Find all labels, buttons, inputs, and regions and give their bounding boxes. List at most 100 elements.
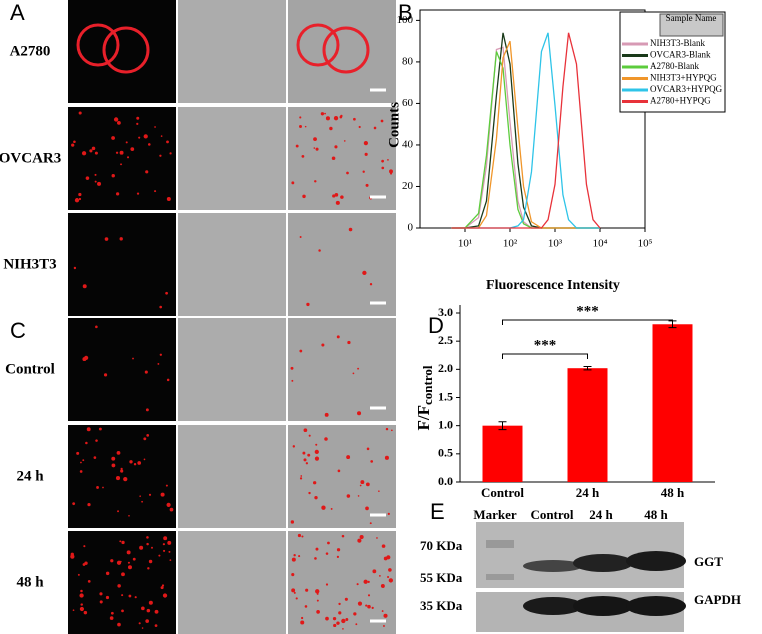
band <box>626 551 686 571</box>
band <box>573 596 633 616</box>
merged-image <box>288 213 396 316</box>
red-dot <box>109 616 114 620</box>
red-dot <box>329 126 333 131</box>
red-dot <box>387 512 390 515</box>
red-dot <box>331 156 336 161</box>
red-dot <box>383 613 388 618</box>
row-label: NIH3T3 <box>3 256 56 272</box>
red-dot <box>127 561 130 564</box>
red-dot <box>120 467 123 470</box>
red-dot <box>84 561 88 565</box>
red-dot <box>139 545 144 550</box>
red-dot <box>94 151 98 155</box>
red-dot <box>139 495 141 498</box>
legend-label: A2780-Blank <box>650 61 699 71</box>
red-dot <box>308 491 311 495</box>
x-tick-label: 10² <box>503 238 518 250</box>
red-dot <box>335 200 340 205</box>
error-bar <box>498 421 507 431</box>
red-dot <box>388 568 392 572</box>
red-dot <box>146 542 149 546</box>
y-tick-label: 100 <box>397 14 414 26</box>
red-dot <box>324 437 328 441</box>
red-dot <box>357 367 360 370</box>
x-tick-label: 10³ <box>548 238 563 250</box>
bar <box>482 425 523 482</box>
red-dot <box>126 156 130 159</box>
red-dot <box>295 597 298 600</box>
merged-image <box>288 318 396 421</box>
red-dot <box>160 135 163 137</box>
red-dot <box>113 117 119 122</box>
red-dot <box>78 111 82 115</box>
red-dot <box>141 606 145 611</box>
red-dot <box>302 451 306 455</box>
legend-label: OVCAR3+HYPQG <box>650 84 723 94</box>
red-dot <box>136 116 140 120</box>
red-dot <box>365 183 369 187</box>
red-dot <box>346 455 351 459</box>
red-dot <box>116 120 121 125</box>
red-dot <box>380 584 385 588</box>
red-dot <box>161 584 165 587</box>
red-dot <box>320 112 325 116</box>
red-dot <box>341 618 346 624</box>
red-dot <box>299 236 302 238</box>
red-dot <box>367 580 370 583</box>
red-dot <box>96 486 99 489</box>
red-dot <box>81 151 87 156</box>
panel-label: E <box>430 499 445 524</box>
x-tick-label: 24 h <box>576 485 600 500</box>
red-dot <box>298 555 301 558</box>
red-dot <box>356 583 359 586</box>
red-dot <box>314 456 320 461</box>
red-dot <box>167 540 172 545</box>
red-dot <box>301 535 304 538</box>
red-dot <box>72 502 76 506</box>
cell-ring <box>296 23 340 67</box>
red-dot <box>71 143 75 147</box>
marker-label: 55 KDa <box>420 570 463 585</box>
red-dot <box>134 596 137 599</box>
red-dot <box>166 197 171 202</box>
red-dot <box>332 194 336 198</box>
marker-label: 35 KDa <box>420 598 463 613</box>
lane-label: 24 h <box>589 507 613 522</box>
red-dot <box>291 557 296 562</box>
y-tick-label: 0.0 <box>438 474 453 488</box>
red-dot <box>303 458 307 462</box>
red-dot <box>313 481 317 485</box>
red-dot <box>121 540 125 545</box>
protein-label: GAPDH <box>694 592 741 607</box>
y-tick-label: 0 <box>408 222 414 234</box>
red-dot <box>314 449 319 454</box>
red-dot <box>387 575 390 579</box>
error-bar <box>583 366 592 371</box>
merged-image <box>288 0 396 103</box>
red-dot <box>324 112 326 115</box>
red-dot <box>98 427 102 431</box>
red-dot <box>357 601 363 606</box>
brightfield-image <box>178 425 286 528</box>
red-dot <box>325 616 329 621</box>
red-dot <box>147 567 150 570</box>
red-dot <box>138 622 141 625</box>
red-dot <box>367 604 371 609</box>
red-dot <box>363 579 368 584</box>
red-dot <box>380 119 384 123</box>
red-dot <box>372 569 377 574</box>
red-dot <box>163 536 168 541</box>
fluorescence-image <box>68 107 176 210</box>
red-dot <box>365 604 368 607</box>
red-dot <box>141 500 144 503</box>
red-dot <box>305 462 309 465</box>
red-dot <box>159 154 162 157</box>
merged-image <box>288 107 396 210</box>
red-dot <box>381 610 384 612</box>
red-dot <box>136 192 140 195</box>
red-dot <box>121 594 124 597</box>
red-dot <box>334 145 338 149</box>
red-dot <box>291 573 295 577</box>
red-dot <box>119 560 122 563</box>
red-dot <box>339 115 343 119</box>
